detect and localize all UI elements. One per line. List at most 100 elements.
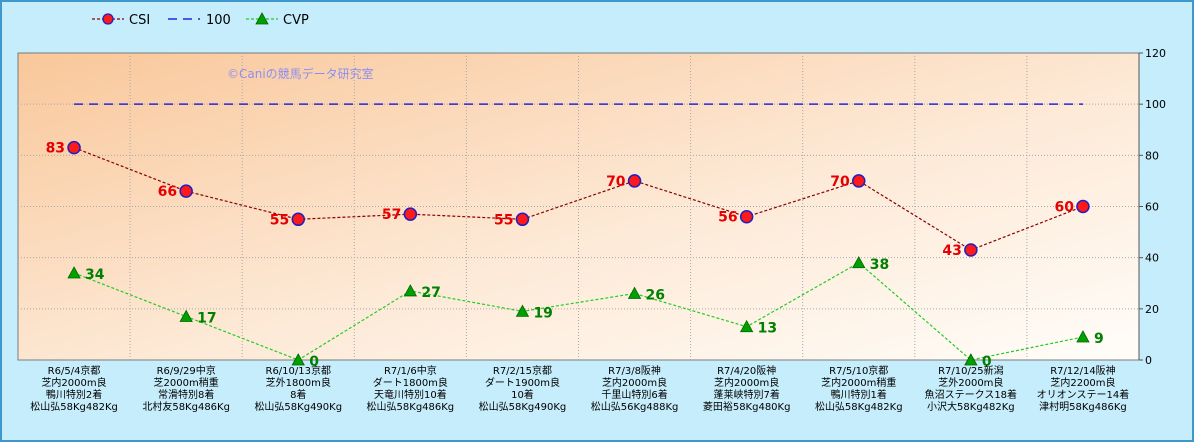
x-tick-label: 芝内2000m良 xyxy=(41,376,106,389)
csi-point xyxy=(179,184,193,198)
x-tick-label: 芝内2000m良 xyxy=(602,376,667,389)
x-tick-label: 芝外2000m良 xyxy=(938,376,1003,389)
x-tick-label: 松山弘58Kg490Kg xyxy=(254,400,342,413)
cvp-point xyxy=(291,353,305,366)
x-tick-label: 津村明58Kg486Kg xyxy=(1039,400,1127,413)
csi-data-label: 70 xyxy=(830,174,850,190)
x-tick-label: R7/12/14阪神 xyxy=(1050,364,1116,377)
csi-point xyxy=(627,174,642,188)
x-tick-label: R7/2/15京都 xyxy=(493,364,552,377)
x-tick-label: 芝2000m稍重 xyxy=(154,376,219,389)
x-tick-label: 天竜川特別10着 xyxy=(374,388,447,401)
y-tick-label: 120 xyxy=(1145,47,1166,60)
y-tick-label: 100 xyxy=(1145,98,1166,111)
x-tick-label: 松山弘58Kg482Kg xyxy=(30,400,118,413)
csi-point xyxy=(515,212,530,227)
x-tick-label: R6/10/13京都 xyxy=(266,364,332,377)
x-tick-label: R7/5/10京都 xyxy=(829,364,888,377)
csi-data-label: 56 xyxy=(718,210,737,226)
cvp-point xyxy=(964,353,978,366)
cvp-point xyxy=(739,319,754,333)
y-tick-label: 20 xyxy=(1145,303,1159,316)
cvp-data-label: 17 xyxy=(197,311,216,327)
x-tick-label: 芝内2000m稍重 xyxy=(821,376,896,389)
csi-data-label: 70 xyxy=(606,174,626,190)
x-tick-label: 常滑特別8着 xyxy=(158,388,214,401)
csi-data-label: 43 xyxy=(942,243,961,259)
x-tick-label: 10着 xyxy=(511,388,534,401)
x-tick-label: 松山弘58Kg490Kg xyxy=(479,400,567,413)
csi-point xyxy=(291,212,305,227)
y-tick-label: 40 xyxy=(1145,252,1159,265)
legend-marker-csi xyxy=(102,13,114,25)
x-tick-label: 松山弘58Kg486Kg xyxy=(367,400,455,413)
csi-data-label: 66 xyxy=(158,184,177,200)
y-tick-label: 60 xyxy=(1145,201,1159,214)
watermark: ©Caniの競馬データ研究室 xyxy=(227,66,374,81)
x-tick-label: R6/9/29中京 xyxy=(157,364,216,377)
csi-data-label: 55 xyxy=(494,212,513,228)
x-tick-label: ダート1900m良 xyxy=(485,376,560,389)
x-tick-label: 蓬莱峡特別7着 xyxy=(713,388,779,401)
cvp-point xyxy=(627,286,642,299)
csi-data-label: 55 xyxy=(270,212,289,228)
x-tick-label: R7/4/20阪神 xyxy=(717,364,776,377)
x-tick-label: 松山弘58Kg482Kg xyxy=(815,400,903,413)
x-tick-label: オリオンステー14着 xyxy=(1037,388,1130,401)
x-tick-label: 鴨川特別2着 xyxy=(46,388,102,401)
cvp-data-label: 13 xyxy=(758,321,777,337)
legend: CSI 100 CVP xyxy=(92,12,309,28)
y-axis: 0 20 40 60 80 100 120 xyxy=(1138,47,1166,367)
x-tick-label: R7/1/6中京 xyxy=(384,364,437,377)
csi-point xyxy=(964,243,978,257)
cvp-data-label: 0 xyxy=(982,354,992,370)
x-tick-label: R7/10/25新潟 xyxy=(938,364,1004,377)
cvp-point xyxy=(1076,330,1090,343)
x-tick-label: 魚沼ステークス18着 xyxy=(925,388,1017,401)
x-tick-label: R7/3/8阪神 xyxy=(608,364,661,377)
cvp-data-label: 26 xyxy=(646,287,665,303)
x-tick-label: R6/5/4京都 xyxy=(48,364,101,377)
cvp-point xyxy=(852,255,866,269)
x-tick-label: 8着 xyxy=(290,388,306,401)
cvp-point xyxy=(67,266,81,279)
csi-data-label: 57 xyxy=(382,207,401,223)
csi-point xyxy=(1076,199,1090,214)
x-tick-label: 鴨川特別1着 xyxy=(831,388,887,401)
x-tick-label: 千里山特別6着 xyxy=(601,388,667,401)
x-tick-label: 芝内2200m良 xyxy=(1050,376,1115,389)
cvp-point xyxy=(515,304,530,317)
cvp-data-label: 27 xyxy=(421,285,440,301)
legend-label-csi: CSI xyxy=(129,13,150,28)
csi-point xyxy=(739,209,754,224)
series-layer: 34 17 0 27 19 26 13 38 0 9 83 66 55 57 55 70 56 70 43 60 xyxy=(46,103,1104,370)
x-tick-label: 菱田裕58Kg480Kg xyxy=(703,400,791,413)
cvp-data-label: 9 xyxy=(1094,331,1104,347)
cvp-data-label: 19 xyxy=(533,305,552,321)
legend-label-cvp: CVP xyxy=(283,13,309,28)
x-tick-label: 北村友58Kg486Kg xyxy=(142,400,230,413)
csi-data-label: 83 xyxy=(46,141,65,157)
series-line-cvp xyxy=(73,262,1084,361)
x-tick-label: 小沢大58Kg482Kg xyxy=(927,400,1015,413)
cvp-data-label: 34 xyxy=(85,267,105,283)
csi-point xyxy=(403,207,418,221)
x-tick-label: 松山弘56Kg488Kg xyxy=(591,400,679,413)
y-tick-label: 0 xyxy=(1145,354,1152,367)
cvp-point xyxy=(403,284,418,297)
csi-data-label: 60 xyxy=(1054,200,1074,216)
x-tick-label: 芝外1800m良 xyxy=(266,376,331,389)
